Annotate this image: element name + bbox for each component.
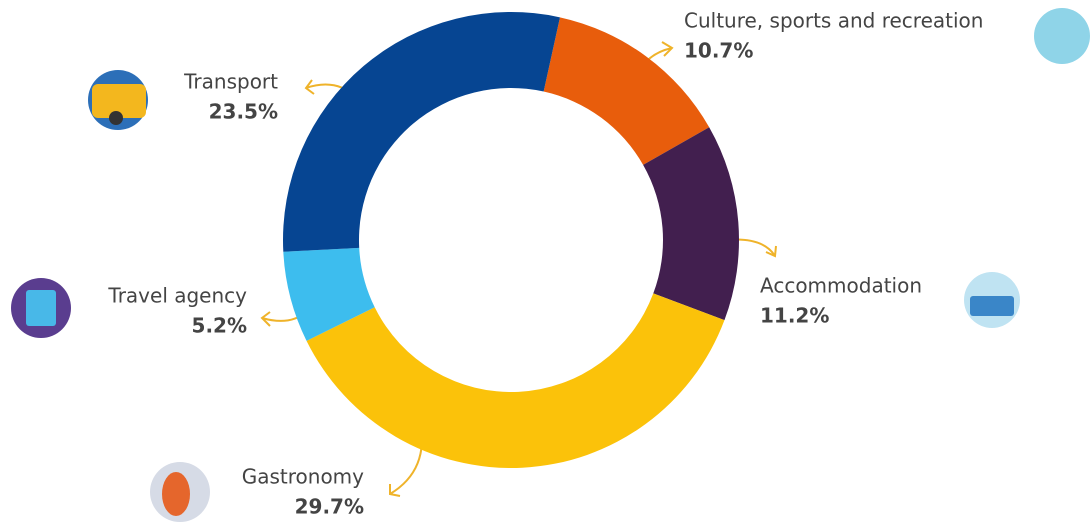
category-label: Gastronomy: [242, 465, 364, 489]
icon: [109, 111, 123, 125]
category-label: Accommodation: [760, 274, 922, 298]
value-label: 11.2%: [760, 304, 829, 328]
icon: [92, 84, 146, 118]
value-label: 10.7%: [684, 39, 753, 63]
value-label: 23.5%: [209, 100, 278, 124]
icon: [970, 296, 1014, 316]
donut-segment: [643, 127, 740, 321]
donut-segment: [543, 17, 710, 165]
icons: [11, 8, 1090, 522]
value-label: 29.7%: [295, 495, 364, 519]
donut-segment: [306, 293, 725, 468]
icon: [1034, 8, 1090, 64]
icon: [162, 472, 190, 516]
value-label: 5.2%: [192, 314, 247, 338]
category-label: Culture, sports and recreation: [684, 9, 983, 33]
donut-segment: [283, 12, 560, 252]
category-label: Travel agency: [107, 284, 247, 308]
icon: [26, 290, 56, 326]
category-label: Transport: [183, 70, 278, 94]
donut-segment: [283, 247, 375, 341]
